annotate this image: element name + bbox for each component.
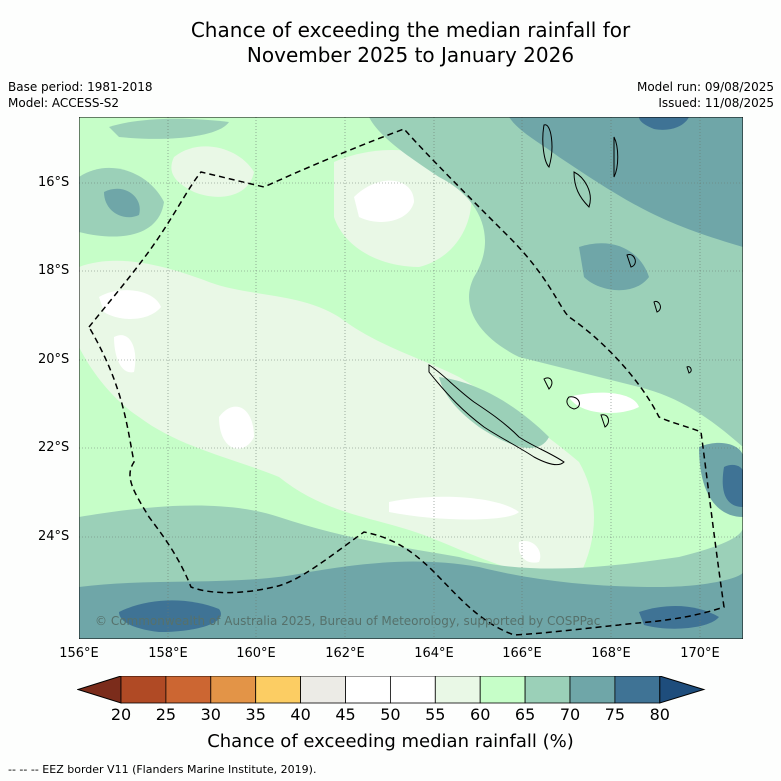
colorbar-tick-label: 35 (245, 705, 266, 724)
colorbar-tick-label: 55 (425, 705, 446, 724)
colorbar-arrow-high (659, 676, 706, 704)
colorbar-segment (614, 676, 661, 704)
eez-legend-footer: -- -- -- EEZ border V11 (Flanders Marine… (8, 763, 317, 776)
lon-label-160: 160°E (236, 646, 276, 661)
zone-65-70-islands (439, 377, 549, 448)
colorbar-segment (524, 676, 571, 704)
zone-70-75-nw (104, 188, 140, 218)
colorbar-tick-label: 45 (335, 705, 356, 724)
lat-label-16: 16°S (38, 175, 70, 190)
lon-label-158: 158°E (148, 646, 188, 661)
colorbar-arrow-low (77, 676, 122, 704)
lat-label-20: 20°S (38, 352, 70, 367)
title-line-2: November 2025 to January 2026 (246, 43, 575, 67)
lon-label-166: 166°E (502, 646, 542, 661)
meta-left: Base period: 1981-2018 Model: ACCESS-S2 (8, 79, 153, 111)
map-title: Chance of exceeding the median rainfall … (0, 18, 781, 68)
zone-white-7 (569, 392, 639, 413)
colorbar-tick-label: 20 (110, 705, 132, 724)
meta-right: Model run: 09/08/2025 Issued: 11/08/2025 (637, 79, 774, 111)
colorbar-segment (120, 676, 167, 704)
colorbar-tick-label: 80 (649, 705, 670, 724)
lon-label-164: 164°E (414, 646, 454, 661)
lon-label-170: 170°E (680, 646, 720, 661)
zone-55-60-north (171, 146, 254, 197)
new-caledonia-island (428, 364, 565, 466)
vanuatu-islands (542, 124, 692, 374)
zone-white-3 (114, 335, 136, 373)
colorbar-tick-label: 70 (559, 705, 581, 724)
zone-white-2 (99, 290, 161, 319)
lat-label-18: 18°S (38, 263, 70, 278)
zone-white-4 (219, 406, 254, 449)
zone-65-70-north (109, 118, 229, 139)
colorbar-tick-label: 65 (514, 705, 536, 724)
colorbar-tick-label: 60 (470, 705, 491, 724)
colorbar-segment (210, 676, 257, 704)
model-run: Model run: 09/08/2025 (636, 80, 774, 94)
colorbar-label: Chance of exceeding median rainfall (%) (207, 731, 574, 752)
lon-label-156: 156°E (59, 646, 99, 661)
colorbar-tick-label: 30 (200, 705, 221, 724)
issued-date: Issued: 11/08/2025 (658, 96, 774, 110)
zone-75-80-south (119, 600, 221, 632)
lon-label-168: 168°E (591, 646, 631, 661)
lon-label-162: 162°E (325, 646, 365, 661)
lat-label-24: 24°S (38, 529, 70, 544)
lat-label-22: 22°S (38, 440, 70, 455)
colorbar-tick-label: 75 (604, 705, 626, 724)
loyalty-islands (543, 377, 609, 428)
colorbar-tick-label: 25 (155, 705, 177, 724)
colorbar-segment (165, 676, 212, 704)
zone-70-75-south (79, 561, 743, 639)
rainfall-map: © Commonwealth of Australia 2025, Bureau… (79, 117, 743, 639)
eez-border (88, 128, 725, 636)
copyright-text: © Commonwealth of Australia 2025, Bureau… (95, 614, 600, 628)
colorbar-tick-label: 40 (290, 705, 311, 724)
colorbar-segment (345, 676, 391, 704)
zone-white-5 (389, 496, 519, 520)
colorbar (77, 676, 706, 704)
zone-75-80-ne (639, 117, 689, 130)
model-name: Model: ACCESS-S2 (8, 96, 120, 110)
zone-white-1 (354, 180, 414, 222)
colorbar-segment (255, 676, 301, 704)
zone-70-75-ne (509, 117, 743, 247)
base-period: Base period: 1981-2018 (8, 80, 153, 94)
colorbar-segment (479, 676, 526, 704)
colorbar-tick-label: 50 (380, 705, 401, 724)
colorbar-segment (389, 676, 436, 704)
zone-white-6 (518, 541, 541, 563)
title-line-1: Chance of exceeding the median rainfall … (190, 18, 631, 42)
colorbar-segment (569, 676, 616, 704)
colorbar-segment (300, 676, 346, 704)
zone-75-80-east (722, 464, 743, 507)
colorbar-segment (434, 676, 481, 704)
